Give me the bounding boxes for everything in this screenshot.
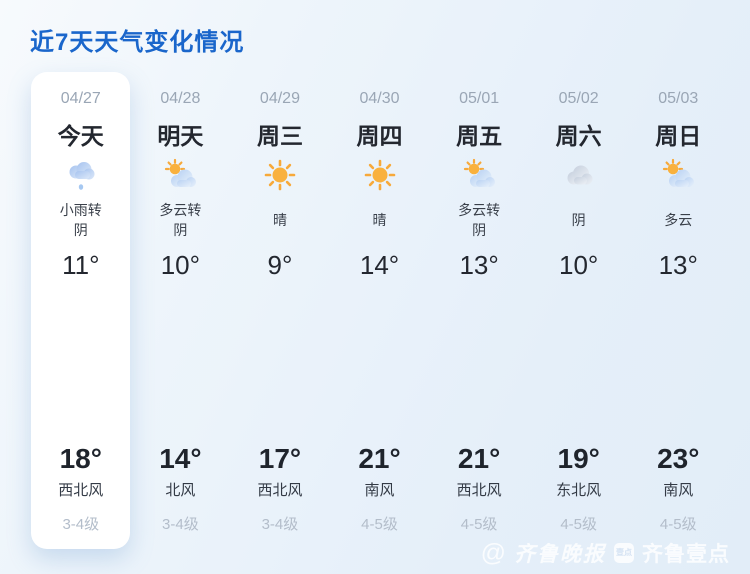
day-date: 04/30 [359,90,400,107]
weather-desc: 多云转阴 [458,202,501,238]
newspaper-name: 齐鲁晚报 [514,542,606,566]
day-date: 05/03 [658,90,699,107]
day-date: 04/29 [259,90,300,107]
high-temp: 18° [59,443,102,474]
app-name: 齐鲁壹点 [642,543,730,566]
wind-level: 4-5级 [560,516,598,533]
wind-direction: 北风 [165,482,196,499]
weather-desc: 小雨转阴 [59,202,102,238]
day-date: 04/27 [60,90,101,107]
wind-direction: 东北风 [556,482,602,499]
day-date: 04/28 [160,90,201,107]
low-temp: 10° [160,250,201,280]
weather-desc: 晴 [272,212,287,228]
forecast-day-column[interactable]: 05/01 周五 多云转阴 13° 21° 西北风 4-5级 [429,72,529,549]
watermark: @ 齐鲁晚报 壹点 齐鲁壹点 [481,538,730,568]
wind-direction: 南风 [364,482,395,499]
forecast-day-column[interactable]: 04/30 周四 晴 14° 21° 南风 4-5级 [330,72,430,549]
forecast-day-column[interactable]: 04/27 今天 小雨转阴 11° 18° 西北风 3-4级 [31,72,131,549]
wind-level: 3-4级 [261,516,299,533]
today-highlight-card [31,72,130,549]
wind-level: 4-5级 [659,516,697,533]
weather-desc: 多云 [664,212,693,228]
wind-direction: 南风 [663,482,694,499]
wind-level: 3-4级 [62,516,100,533]
low-temp: 10° [559,250,599,280]
cloud-icon [561,158,597,192]
forecast-day-column[interactable]: 05/03 周日 多云 13° 23° 南风 4-5级 [628,72,728,549]
forecast-day-column[interactable]: 05/02 周六 阴 10° 19° 东北风 4-5级 [529,72,629,549]
day-label: 周三 [256,123,303,149]
day-label: 明天 [157,123,204,149]
wind-level: 3-4级 [162,516,199,533]
low-temp: 13° [658,250,698,280]
sun-icon [362,158,398,192]
high-temp: 19° [557,443,600,474]
wind-direction: 西北风 [456,482,502,499]
wind-level: 4-5级 [361,516,398,533]
newspaper-logo-icon: @ [480,538,506,567]
weather-desc: 多云转阴 [159,202,202,238]
sun-cloud-icon [660,158,696,192]
high-temp: 17° [258,443,302,474]
high-temp: 14° [159,443,202,474]
high-temp: 23° [657,443,700,474]
low-temp: 9° [267,250,293,280]
day-label: 周日 [655,123,702,149]
low-temp: 13° [459,250,499,280]
day-label: 周四 [356,123,403,149]
sun-cloud-icon [162,158,198,192]
forecast-columns: 04/27 今天 小雨转阴 11° 18° 西北风 3-4级 04/28 明天 [31,72,728,549]
wind-direction: 西北风 [58,482,104,499]
rain-cloud-icon [63,158,99,192]
app-badge-icon: 壹点 [614,543,634,563]
page-title: 近7天天气变化情况 [30,29,245,56]
forecast-day-column[interactable]: 04/29 周三 晴 9° 17° 西北风 3-4级 [230,72,330,549]
wind-direction: 西北风 [257,482,303,499]
high-temp: 21° [457,443,501,474]
day-label: 周六 [555,123,602,149]
day-date: 05/02 [558,90,599,107]
low-temp: 14° [359,250,400,280]
high-temp: 21° [358,443,401,474]
wind-level: 4-5级 [460,516,498,533]
sun-icon [262,158,298,192]
low-temp: 11° [62,250,100,280]
day-label: 今天 [57,123,104,149]
weather-desc: 晴 [372,212,387,228]
day-date: 05/01 [459,90,500,107]
forecast-day-column[interactable]: 04/28 明天 多云转阴 10° 14° 北风 3-4级 [131,72,231,549]
sun-cloud-icon [461,158,497,192]
day-label: 周五 [456,123,503,149]
weather-desc: 阴 [571,212,586,228]
